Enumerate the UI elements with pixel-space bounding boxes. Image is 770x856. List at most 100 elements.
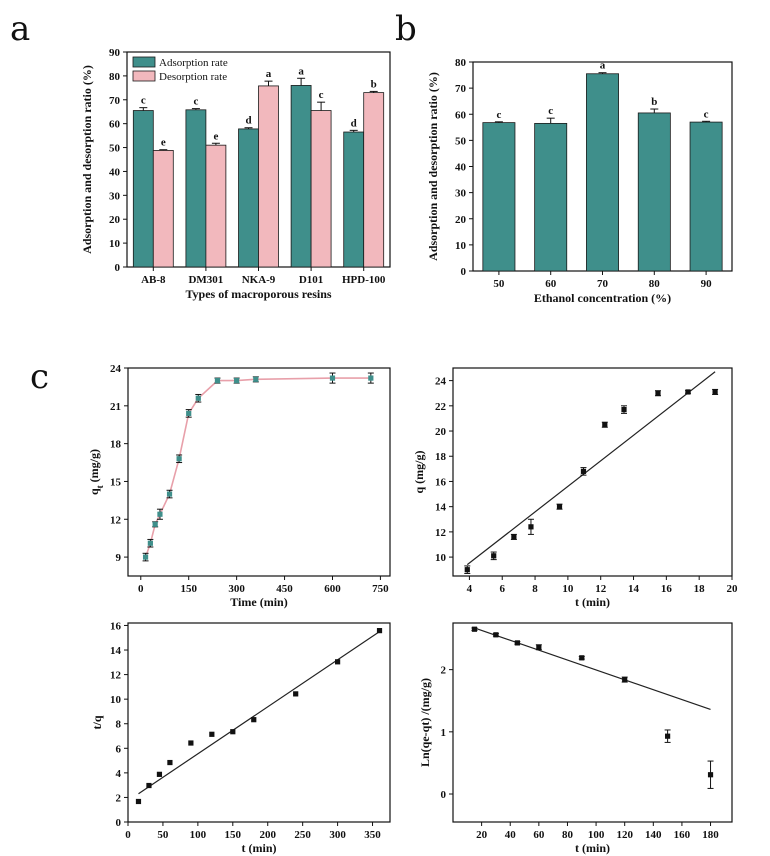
c3-data-point	[293, 691, 299, 697]
c1-x-tick-label: 600	[324, 583, 341, 595]
c3-x-tick-label: 300	[329, 829, 346, 841]
b-significance-label: c	[496, 109, 501, 121]
a-significance-label: a	[266, 68, 272, 80]
c4-x-tick-label: 40	[505, 829, 517, 841]
c3-x-tick-label: 200	[259, 829, 276, 841]
c2-x-tick-label: 16	[661, 583, 673, 595]
c4-plot-frame	[452, 622, 733, 823]
a-y-tick-label: 90	[109, 47, 121, 59]
c1-data-point	[166, 491, 173, 497]
a-bar	[152, 150, 174, 268]
c4-x-tick-label: 180	[702, 829, 719, 841]
a-y-tick-label: 20	[109, 214, 121, 226]
b-x-axis-title: Ethanol concentration (%)	[534, 291, 671, 305]
a-y-tick-label: 70	[109, 95, 121, 107]
c1-data-point	[157, 511, 163, 517]
a-y-tick-label: 50	[109, 143, 121, 155]
c4-y-axis-title: Ln(qe-qt) /(mg/g)	[418, 678, 432, 767]
a-significance-label: e	[213, 130, 218, 142]
c4-data-point	[471, 626, 478, 632]
b-y-tick-label: 20	[455, 214, 467, 226]
c1-data-point	[195, 395, 201, 401]
b-y-tick-label: 70	[455, 83, 467, 95]
b-y-axis-title: Adsorption and desorption ratio (%)	[426, 72, 440, 261]
a-y-tick-label: 60	[109, 119, 121, 131]
c3-y-axis-title: t/q	[90, 715, 104, 729]
c2-y-tick-label: 20	[435, 426, 447, 438]
c1-plot-frame	[127, 367, 391, 577]
c2-data-point	[580, 468, 587, 474]
b-y-tick-label: 80	[455, 57, 467, 69]
panel-letter-a: a	[10, 9, 30, 49]
c2-x-tick-label: 10	[562, 583, 574, 595]
b-y-tick-label: 0	[461, 266, 467, 278]
b-bar	[586, 73, 619, 272]
c4-x-tick-label: 120	[616, 829, 633, 841]
b-bar	[534, 122, 568, 272]
c1-data-point	[142, 554, 149, 560]
c4-data-point	[622, 676, 628, 683]
c1-data-point	[214, 378, 221, 384]
c4-data-point	[707, 772, 714, 778]
c3-data-point	[251, 717, 257, 723]
b-x-tick-label: 90	[701, 278, 713, 290]
c3-data-point	[376, 628, 383, 634]
c1-data-point	[147, 540, 153, 546]
c2-data-point	[556, 504, 563, 510]
c1-data-point	[253, 376, 259, 382]
a-y-tick-label: 0	[115, 262, 121, 274]
c3-x-tick-label: 100	[190, 829, 207, 841]
b-x-tick-label: 70	[597, 278, 609, 290]
c3-data-point	[188, 740, 194, 746]
a-bar	[343, 131, 365, 268]
c1-y-axis-title: qt (mg/g)	[87, 449, 105, 495]
c3-data-point	[167, 759, 173, 766]
c1-y-tick-label: 21	[110, 401, 121, 413]
c3-x-tick-label: 350	[364, 829, 381, 841]
chart-a-resin-types: 0 10 20 30 40 50 60 70 80 90 AB-8 c e DM301 c e NKA-9 d a D…	[80, 47, 391, 301]
a-x-tick-label: HPD-100	[342, 274, 386, 286]
a-x-tick-label: D101	[299, 274, 323, 286]
a-x-tick-label: NKA-9	[242, 274, 276, 286]
b-bar	[482, 122, 516, 272]
a-legend-label: Desorption rate	[159, 71, 227, 83]
c2-y-tick-label: 14	[435, 502, 447, 514]
c1-data-point	[186, 410, 192, 416]
a-y-axis-title: Adsorption and desorption ratio (%)	[80, 65, 94, 254]
a-x-axis-title: Types of macroporous resins	[185, 287, 331, 301]
b-x-tick-label: 60	[545, 278, 557, 290]
b-x-tick-label: 80	[649, 278, 661, 290]
c3-x-axis-title: t (min)	[242, 841, 277, 855]
a-significance-label: a	[298, 65, 304, 77]
a-bar	[310, 110, 332, 268]
a-legend-label: Adsorption rate	[159, 57, 228, 69]
a-y-tick-label: 40	[109, 166, 121, 178]
c2-x-tick-label: 12	[595, 583, 607, 595]
b-y-tick-label: 30	[455, 188, 467, 200]
c1-y-tick-label: 24	[110, 363, 122, 375]
c1-series-line	[144, 377, 371, 558]
c4-x-tick-label: 140	[645, 829, 662, 841]
c1-data-point	[368, 375, 374, 381]
c3-y-tick-label: 10	[110, 694, 122, 706]
c4-x-tick-label: 160	[674, 829, 691, 841]
a-bar	[290, 85, 312, 268]
c3-x-tick-label: 0	[125, 829, 131, 841]
chart-c3-pseudo-second-order: 0 2 4 6 8 10 12 14 16 0 50 100 150 200 250 300 350 t (min…	[90, 620, 391, 855]
c2-x-tick-label: 6	[499, 583, 505, 595]
a-significance-label: d	[351, 117, 357, 129]
a-bar	[238, 128, 259, 268]
c3-y-tick-label: 8	[116, 719, 122, 731]
b-significance-label: c	[704, 108, 709, 120]
c3-data-point	[335, 659, 341, 665]
c3-data-point	[135, 798, 142, 805]
panel-letter-c: c	[30, 357, 49, 397]
c4-y-tick-label: 1	[441, 727, 447, 739]
panel-letter-b: b	[395, 9, 417, 49]
c1-x-tick-label: 300	[228, 583, 245, 595]
c2-y-axis-title: q (mg/g)	[412, 451, 426, 494]
c1-data-point	[329, 375, 336, 381]
c1-y-tick-label: 18	[110, 439, 122, 451]
c2-data-point	[655, 390, 661, 396]
b-significance-label: c	[548, 105, 553, 117]
